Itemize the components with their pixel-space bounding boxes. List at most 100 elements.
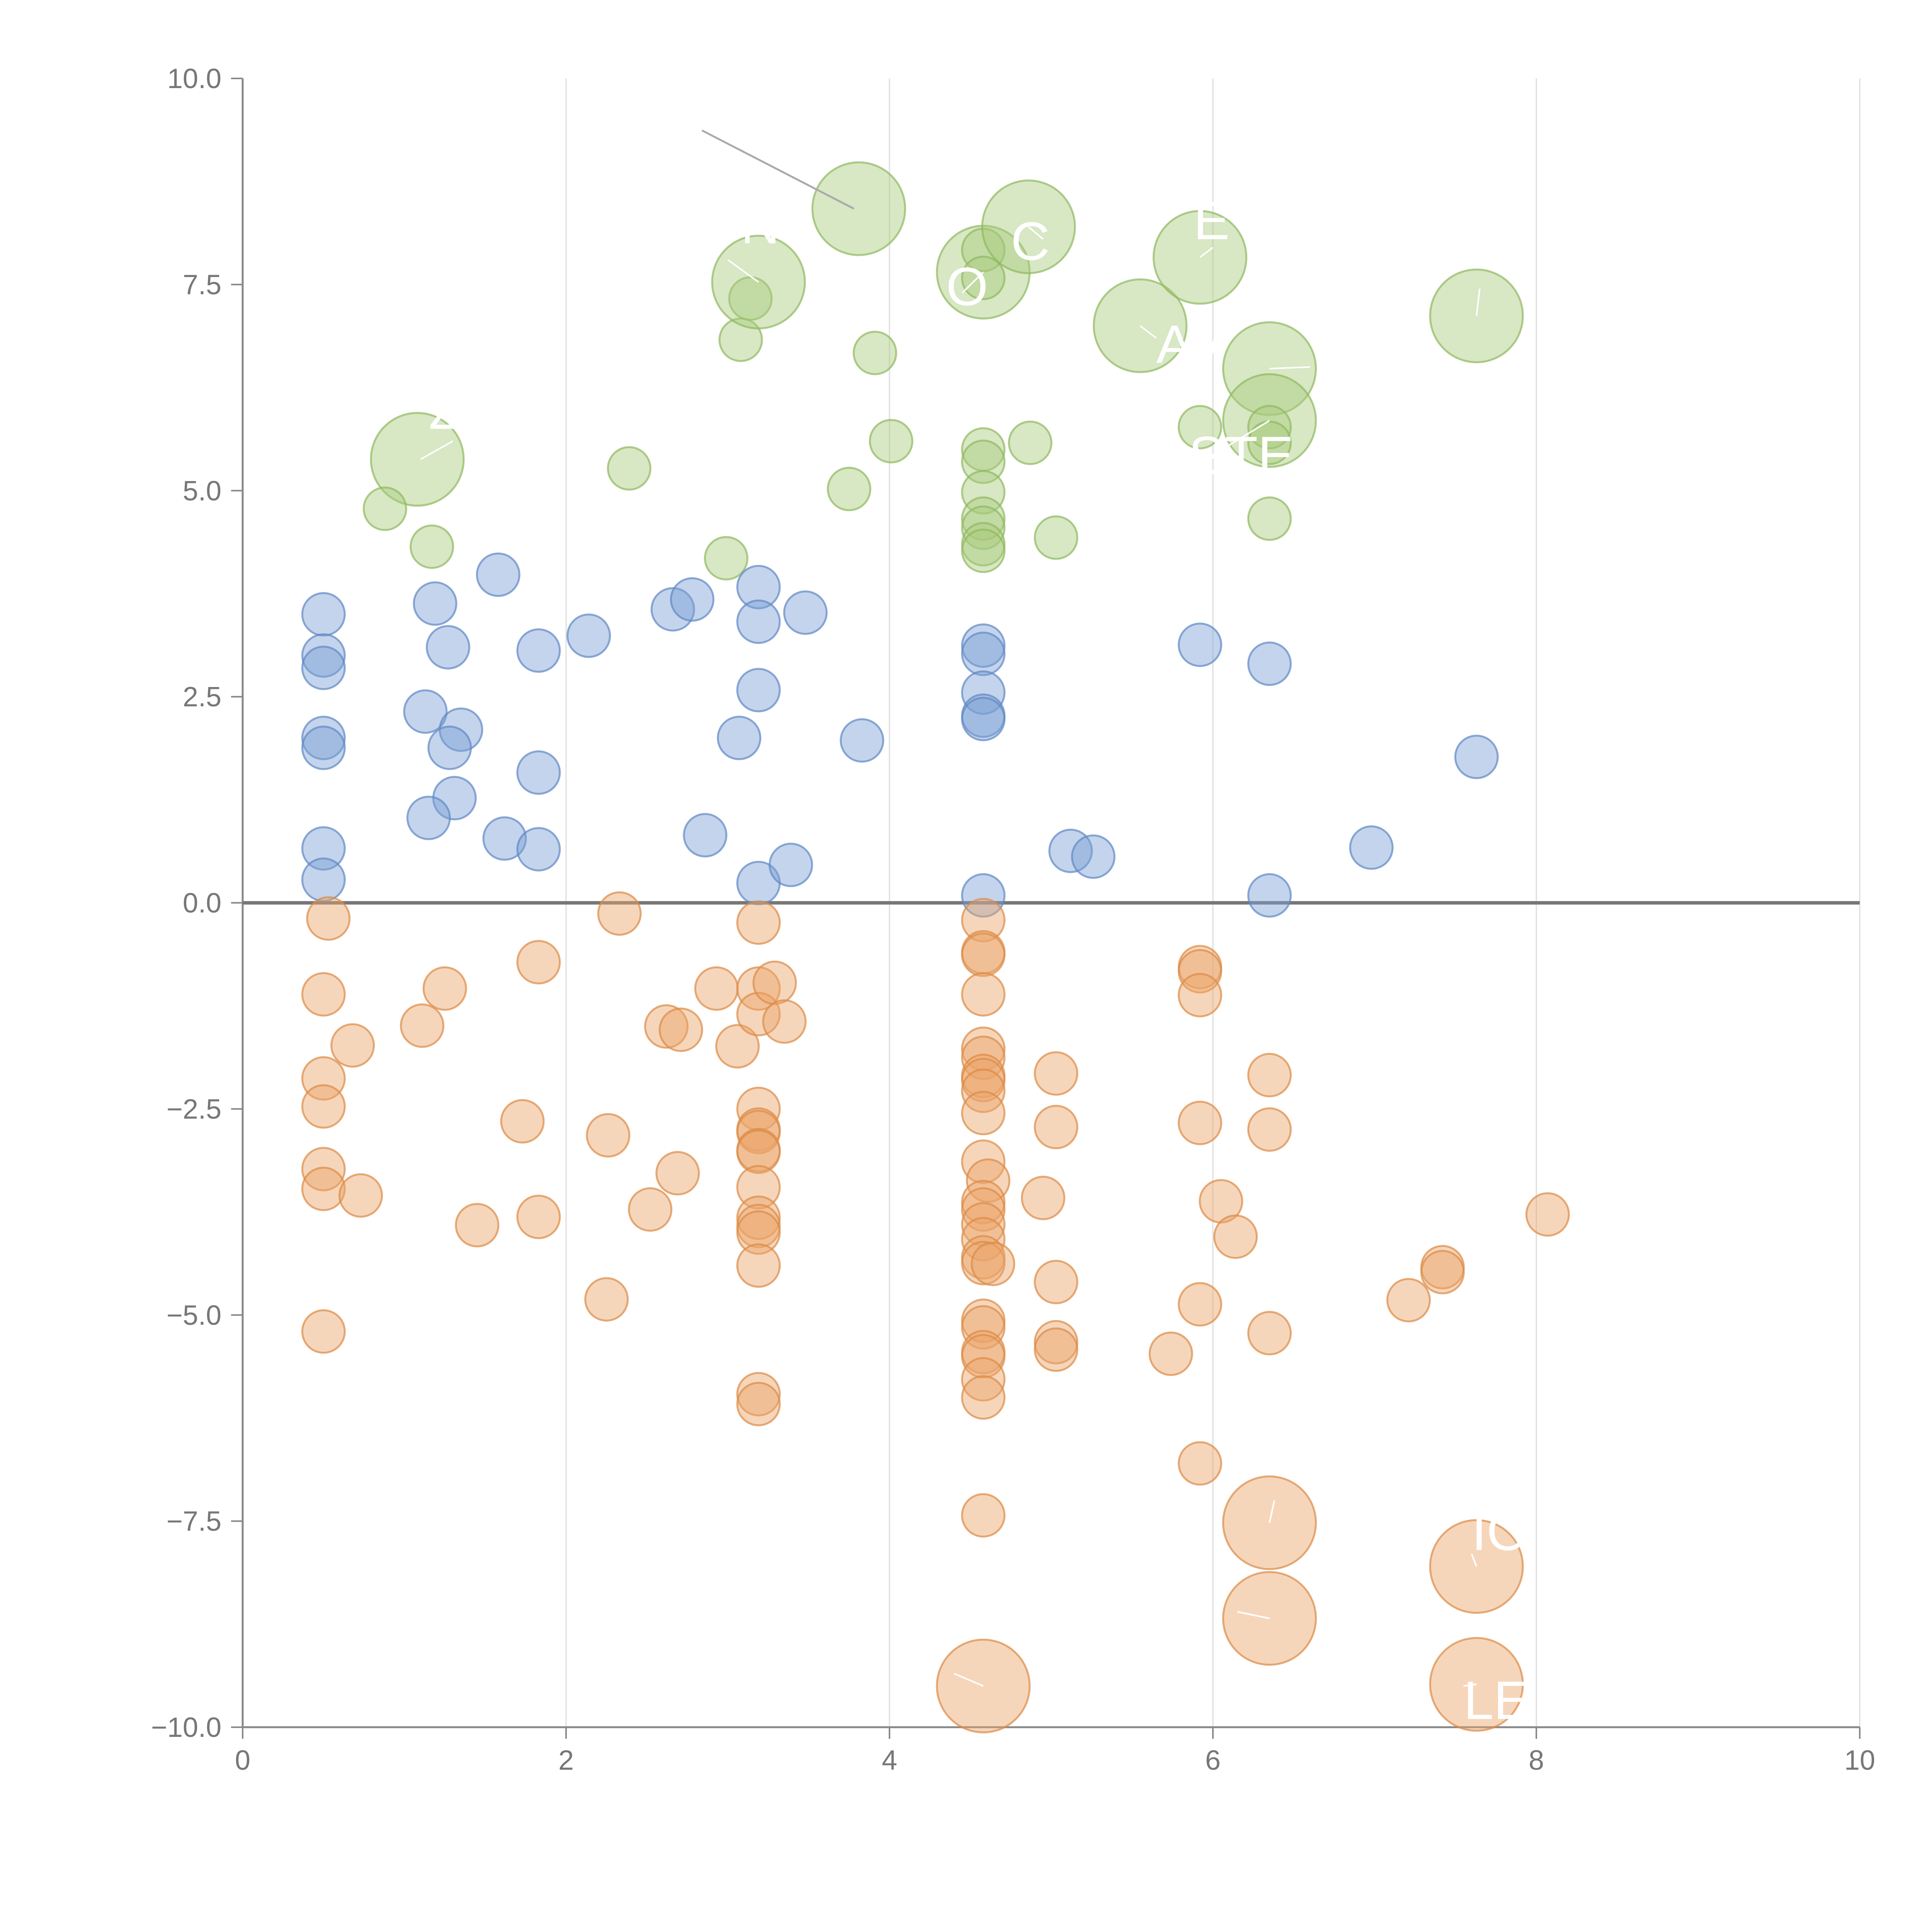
data-point-orange: [961, 1091, 1006, 1136]
data-point-blue: [1454, 735, 1499, 779]
data-point-orange: [1178, 1100, 1223, 1145]
data-point-blue: [301, 633, 346, 678]
annotations: Z N CO E AV STE IO LE: [420, 129, 1530, 1731]
data-point-orange: [1021, 1175, 1066, 1220]
data-point-green: [704, 536, 748, 581]
data-point-green: [1247, 496, 1292, 541]
data-point-orange: [1178, 1282, 1223, 1327]
data-point-green: [961, 522, 1006, 566]
series-blue: [301, 552, 1499, 918]
data-point-blue: [736, 668, 781, 713]
data-point-blue: [425, 625, 470, 670]
data-point-blue: [301, 725, 346, 770]
annotation-leader: [1028, 226, 1044, 240]
data-point-blue: [482, 816, 527, 861]
data-point-orange: [961, 1036, 1006, 1080]
annotation-leader: [1269, 1500, 1275, 1523]
annotation-label: IO: [1472, 1501, 1529, 1561]
annotation-leader: [954, 1673, 984, 1687]
data-point-orange: [1148, 1332, 1193, 1376]
data-point-orange: [736, 1372, 781, 1417]
data-point-blue: [516, 827, 561, 872]
data-point-blue: [476, 552, 520, 597]
data-point-orange: [338, 1173, 383, 1218]
annotation-label: N: [741, 194, 780, 255]
data-point-green: [728, 276, 773, 321]
data-point-orange: [694, 966, 739, 1011]
data-point-blue: [403, 689, 448, 734]
data-point-blue: [406, 796, 451, 840]
data-point-orange: [961, 972, 1006, 1017]
data-point-green: [961, 470, 1006, 515]
data-point-orange: [736, 1129, 781, 1174]
annotation-label: Z: [429, 380, 462, 440]
data-point-orange: [961, 1357, 1006, 1402]
data-point-green: [370, 412, 465, 507]
annotation-leader: [1237, 1611, 1270, 1619]
data-point-orange: [1420, 1250, 1465, 1294]
data-point-green: [961, 439, 1006, 484]
data-point-orange: [961, 1493, 1006, 1538]
data-point-orange: [736, 1165, 781, 1210]
data-point-blue: [683, 813, 728, 858]
data-point-orange: [1034, 1260, 1078, 1304]
annotation-leader: [420, 440, 454, 460]
data-point-blue: [1349, 825, 1394, 870]
data-point-blue: [1247, 641, 1292, 686]
data-point-orange: [301, 972, 346, 1017]
data-point-orange: [961, 1375, 1006, 1420]
data-point-orange: [961, 1139, 1006, 1184]
data-point-orange: [736, 1382, 781, 1427]
annotation-label: E: [1194, 190, 1230, 251]
annotation-leader: [1476, 288, 1481, 316]
data-point-orange: [586, 1113, 631, 1158]
series-orange: [301, 891, 1570, 1733]
data-point-green: [961, 496, 1006, 541]
data-point-orange: [516, 940, 561, 985]
data-point-green: [607, 446, 651, 491]
data-point-blue: [961, 670, 1006, 715]
data-point-orange: [961, 1058, 1006, 1102]
data-point-orange: [500, 1099, 545, 1144]
data-point-orange: [715, 1024, 760, 1069]
data-point-orange: [306, 896, 351, 941]
data-point-orange: [628, 1187, 673, 1232]
y-tick-label: −10.0: [151, 1712, 221, 1743]
data-point-blue: [432, 776, 477, 821]
data-point-green: [1247, 420, 1292, 465]
data-point-orange: [1247, 1107, 1292, 1152]
data-point-orange: [736, 900, 781, 945]
x-tick-label: 0: [235, 1745, 250, 1776]
data-point-orange: [961, 1068, 1006, 1113]
data-point-orange: [1247, 1311, 1292, 1355]
y-tick-label: 7.5: [183, 269, 221, 300]
data-point-blue: [961, 631, 1006, 676]
data-point-orange: [1034, 1327, 1078, 1372]
x-tick-label: 10: [1844, 1745, 1875, 1776]
y-tick-label: −2.5: [167, 1094, 221, 1125]
data-point-orange: [752, 960, 797, 1005]
data-point-blue: [1247, 873, 1292, 918]
data-point-blue: [769, 842, 813, 887]
data-point-orange: [1386, 1278, 1431, 1323]
x-tick-label: 4: [882, 1745, 897, 1776]
data-point-orange: [736, 1210, 781, 1255]
data-point-green: [1178, 405, 1223, 449]
annotation-label: O: [946, 256, 988, 317]
data-point-blue: [427, 725, 472, 770]
data-point-orange: [516, 1194, 561, 1239]
y-tick-label: −7.5: [167, 1506, 221, 1537]
data-point-green: [410, 524, 454, 569]
annotation-leader: [1463, 1684, 1477, 1687]
annotation-leader: [1139, 325, 1157, 339]
data-point-orange: [597, 891, 642, 936]
x-tick-label: 6: [1205, 1745, 1221, 1776]
data-point-blue: [961, 697, 1006, 742]
data-point-orange: [584, 1277, 629, 1322]
data-point-orange: [971, 1242, 1015, 1286]
annotation-leader-line: [701, 129, 855, 210]
data-point-green: [961, 528, 1006, 573]
data-point-orange: [961, 1298, 1006, 1343]
data-point-blue: [413, 581, 457, 626]
data-point-orange: [1034, 1105, 1078, 1150]
